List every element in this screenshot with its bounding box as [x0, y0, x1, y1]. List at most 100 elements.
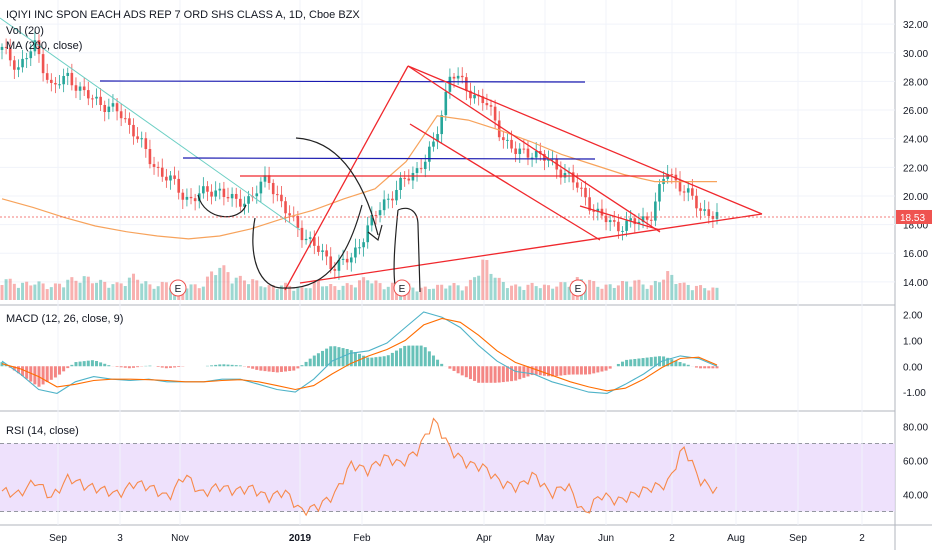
volume-bar	[464, 286, 468, 300]
macd-histogram-bar	[12, 366, 16, 371]
time-tick-label: Feb	[353, 533, 371, 544]
candle-body	[465, 77, 468, 91]
price-tick-label: 20.00	[903, 192, 928, 203]
volume-bar	[563, 282, 567, 300]
candle-body	[563, 173, 567, 178]
volume-bar	[230, 283, 234, 300]
candle-body	[99, 96, 102, 105]
candle-body	[341, 258, 345, 260]
candle-body	[280, 194, 283, 202]
candle-body	[239, 198, 242, 207]
earnings-marker-label: E	[575, 284, 582, 295]
volume-bar	[164, 282, 168, 300]
volume-bar	[156, 286, 160, 300]
volume-bar	[653, 280, 657, 300]
volume-bar	[645, 288, 649, 300]
volume-bar	[514, 284, 518, 300]
earnings-marker-label: E	[399, 284, 406, 295]
volume-bar	[518, 286, 522, 300]
earnings-marker-1	[393, 279, 411, 297]
macd-histogram-bar	[625, 359, 629, 367]
candle-body	[629, 218, 633, 221]
time-tick-label: 2019	[289, 533, 312, 544]
macd-histogram-bar	[247, 366, 251, 368]
volume-bar	[189, 284, 193, 300]
candle-body	[169, 175, 172, 181]
macd-histogram-bar	[234, 365, 238, 367]
macd-histogram-bar	[616, 363, 620, 367]
macd-histogram-bar	[345, 349, 349, 367]
candle-body	[123, 118, 127, 120]
volume-bar	[358, 280, 361, 300]
volume-bar	[662, 279, 666, 300]
candle-body	[469, 90, 472, 99]
volume-bar	[616, 285, 620, 300]
macd-histogram-bar	[267, 366, 271, 372]
candle-body	[259, 181, 263, 194]
macd-histogram-bar	[436, 359, 440, 367]
macd-histogram-bar	[168, 366, 172, 368]
candle-body	[428, 146, 431, 162]
candle-body	[485, 103, 489, 106]
volume-bar	[608, 284, 612, 300]
volume-bar	[201, 286, 205, 300]
volume-bar	[86, 276, 90, 300]
volume-bar	[477, 275, 481, 300]
volume-bar	[551, 288, 555, 300]
candle-body	[8, 47, 12, 61]
volume-bar	[444, 288, 448, 300]
volume-bar	[489, 273, 493, 300]
macd-histogram-bar	[341, 348, 345, 367]
volume-bar	[481, 259, 485, 300]
macd-histogram-bar	[107, 365, 111, 367]
time-tick-label: Apr	[476, 533, 492, 544]
volume-bar	[337, 289, 341, 300]
red-triangle-top	[407, 65, 763, 215]
macd-histogram-bar	[382, 356, 386, 367]
macd-histogram-bar	[637, 358, 641, 367]
candle-body	[374, 215, 378, 217]
macd-histogram-bar	[82, 361, 86, 367]
macd-histogram-bar	[563, 366, 567, 376]
blue-resistance-line-2	[182, 157, 596, 160]
volume-bar	[62, 287, 66, 300]
macd-histogram-bar	[703, 366, 707, 369]
cyan-downtrend-line	[0, 17, 301, 231]
macd-histogram-bar	[160, 366, 164, 368]
volume-bar	[362, 277, 366, 300]
macd-histogram-bar	[477, 366, 481, 383]
macd-histogram-bar	[16, 366, 20, 374]
rsi-band	[0, 443, 895, 512]
candle-body	[522, 148, 526, 150]
volume-bar	[674, 284, 678, 300]
macd-histogram-bar	[222, 364, 226, 367]
candle-body	[514, 148, 517, 155]
macd-axis-ticks: 2.00 1.00 0.00 -1.00	[903, 311, 926, 400]
macd-histogram-bar	[271, 366, 275, 373]
volume-bar	[218, 267, 222, 300]
macd-histogram-bar	[666, 357, 670, 367]
candle-body	[210, 191, 213, 197]
volume-bar	[33, 284, 37, 300]
volume-bar	[382, 289, 386, 300]
macd-histogram-bar	[333, 346, 337, 367]
volume-bar	[649, 285, 653, 300]
candle-body	[625, 220, 628, 231]
volume-bar	[292, 290, 296, 300]
candle-body	[502, 137, 505, 141]
candle-body	[78, 86, 82, 91]
candle-body	[66, 72, 70, 76]
macd-histogram-bar	[316, 353, 320, 367]
macd-histogram-bar	[370, 357, 374, 367]
volume-bar	[58, 283, 62, 300]
volume-bar	[699, 285, 703, 300]
volume-bar	[312, 282, 316, 300]
volume-bar	[308, 288, 312, 300]
macd-histogram-bar	[66, 366, 70, 369]
signal-line	[1, 317, 718, 392]
macd-histogram-bar	[674, 360, 678, 367]
candle-body	[177, 178, 180, 193]
macd-histogram-bar	[431, 355, 435, 367]
volume-bar	[37, 281, 41, 300]
